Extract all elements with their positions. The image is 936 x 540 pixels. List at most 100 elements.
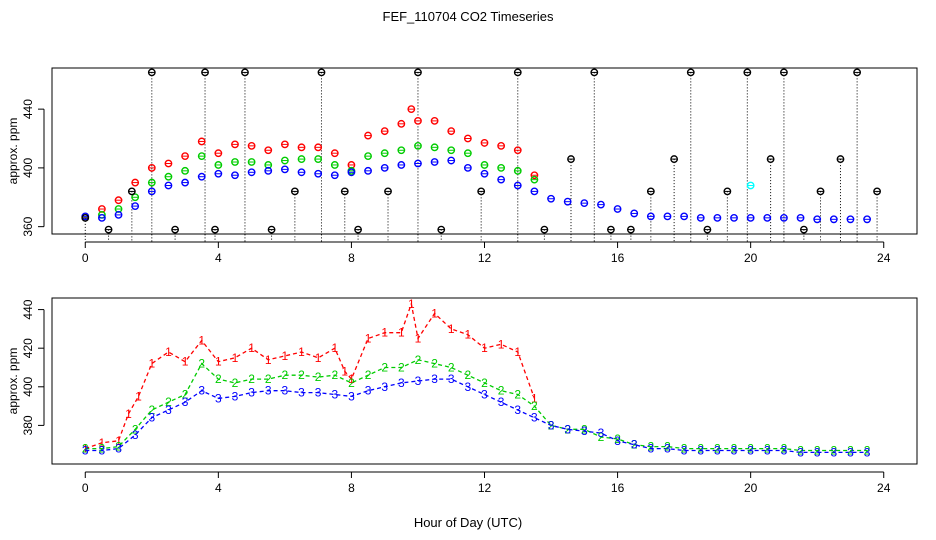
top-point-3 [264, 166, 273, 175]
series-2-marker: 2 [481, 376, 488, 390]
series-3-marker: 3 [415, 374, 422, 388]
top-point-3 [746, 213, 755, 222]
top-point-flagged [567, 155, 575, 163]
top-point-3 [231, 171, 239, 180]
top-point-3 [463, 163, 472, 172]
top-point-flagged [241, 68, 249, 77]
series-3-marker: 3 [331, 388, 338, 402]
series-2-marker: 2 [681, 442, 688, 456]
top-point-2 [280, 156, 289, 165]
series-2-marker: 2 [282, 368, 289, 382]
series-3-marker: 3 [830, 445, 837, 459]
series-2-marker: 2 [781, 442, 788, 456]
top-point-3 [796, 213, 805, 222]
x-axis-label: Hour of Day (UTC) [414, 515, 522, 530]
top-point-3 [780, 213, 788, 222]
series-2-marker: 2 [514, 388, 521, 402]
top-point-flagged [873, 187, 881, 196]
top-point-flagged [354, 225, 362, 234]
series-2-marker: 2 [431, 357, 438, 371]
top-point-3 [147, 187, 156, 196]
top-point-flagged [290, 187, 299, 196]
series-2-marker: 2 [830, 443, 837, 457]
series-3-marker: 3 [365, 384, 372, 398]
top-point-3 [131, 202, 140, 210]
series-3-marker: 3 [797, 445, 804, 459]
bottom-x-tick-label: 4 [215, 481, 222, 495]
top-point-3 [813, 215, 822, 224]
top-y-axis: 360 400 440 [21, 99, 45, 237]
top-point-3 [430, 158, 439, 166]
bottom-x-tick-label: 8 [348, 481, 355, 495]
series-1-marker: 1 [182, 355, 189, 369]
top-point-2 [231, 158, 239, 166]
series-2-marker: 2 [498, 384, 505, 398]
top-y-tick-label: 400 [21, 158, 35, 178]
top-x-tick-label: 20 [744, 251, 758, 265]
series-3-marker: 3 [282, 384, 289, 398]
top-point-3 [696, 213, 705, 222]
series-2-marker: 2 [99, 442, 106, 456]
bottom-lines-layer [85, 301, 868, 454]
series-3-marker: 3 [747, 443, 754, 457]
series-3-marker: 3 [431, 372, 438, 386]
top-point-1 [397, 119, 406, 128]
series-1-marker: 1 [115, 434, 122, 448]
top-point-1 [114, 196, 123, 205]
series-3-marker: 3 [564, 422, 571, 436]
bottom-x-axis: 0 4 8 12 16 20 24 [82, 471, 891, 495]
top-point-1 [407, 105, 416, 114]
top-point-2 [380, 149, 389, 158]
series-2-marker: 2 [714, 442, 721, 456]
series-1-marker: 1 [341, 364, 348, 378]
top-point-1 [330, 149, 339, 158]
series-3-marker: 3 [265, 384, 272, 398]
top-point-2 [430, 143, 439, 152]
series-2-marker: 2 [415, 353, 422, 367]
series-3-marker: 3 [398, 376, 405, 390]
series-3-marker: 3 [248, 386, 255, 400]
top-point-flagged [686, 68, 695, 77]
top-point-3 [530, 187, 539, 196]
series-3-marker: 3 [182, 395, 189, 409]
series-3-marker: 3 [165, 403, 172, 417]
top-point-3 [680, 212, 689, 221]
series-2-marker: 2 [581, 422, 588, 436]
top-point-flagged [816, 187, 825, 196]
bottom-y-axis-label: approx. ppm [6, 348, 20, 415]
top-point-1 [231, 140, 239, 149]
top-plot-frame [51, 67, 918, 235]
top-x-tick-label: 12 [478, 251, 492, 265]
top-point-2 [314, 155, 323, 163]
top-point-flagged [780, 68, 788, 77]
series-1-marker: 1 [465, 328, 472, 342]
top-point-flagged [626, 225, 635, 234]
top-point-flagged [171, 225, 179, 234]
series-3-marker: 3 [465, 380, 472, 394]
series-3-marker: 3 [764, 443, 771, 457]
series-1-marker: 1 [398, 326, 405, 340]
series-3-marker: 3 [148, 411, 155, 425]
top-point-3 [863, 215, 871, 224]
top-point-3 [197, 172, 206, 181]
top-point-3 [364, 166, 372, 175]
bottom-y-axis: 380 400 420 440 [21, 299, 45, 435]
top-point-3 [630, 209, 639, 218]
series-2-marker: 2 [315, 370, 322, 384]
top-point-2 [480, 161, 489, 169]
series-1-marker: 1 [298, 345, 305, 359]
top-point-3 [114, 211, 123, 219]
series-1-marker: 1 [365, 332, 372, 346]
series-2-marker: 2 [797, 443, 804, 457]
top-point-1 [480, 139, 489, 147]
top-y-tick-label: 440 [21, 99, 35, 119]
series-2-marker: 2 [531, 399, 538, 413]
series-2-marker: 2 [814, 443, 821, 457]
top-point-flagged [607, 225, 615, 234]
top-point-3 [580, 199, 589, 208]
series-2-marker: 2 [398, 360, 405, 374]
series-2-marker: 2 [747, 442, 754, 456]
top-point-flagged [147, 68, 156, 77]
top-panel: 0 4 8 12 16 20 24 360 400 440 approx. ppm [6, 67, 918, 265]
